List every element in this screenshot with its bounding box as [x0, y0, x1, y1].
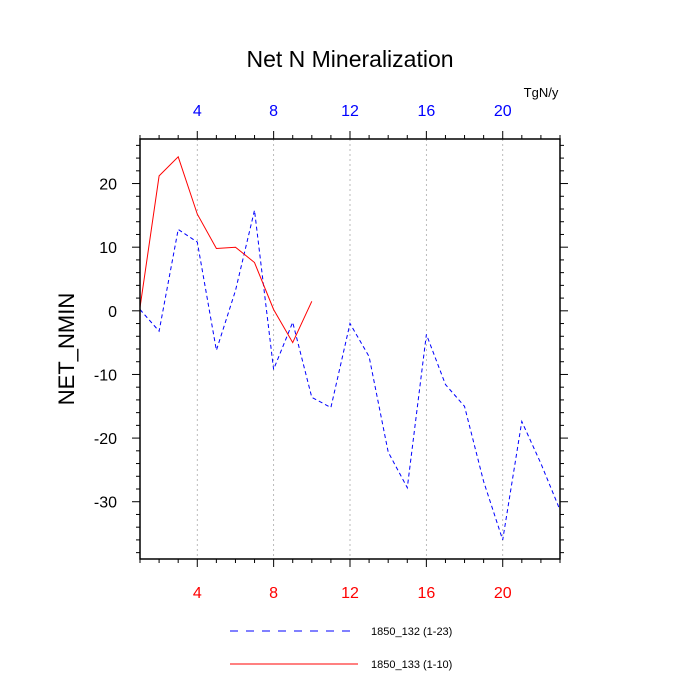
series-line-2	[139, 155, 313, 344]
y-tick-label: -10	[94, 367, 117, 384]
x-tick-label-top: 20	[494, 103, 512, 120]
y-tick-label: 0	[108, 304, 117, 321]
grid	[196, 139, 504, 559]
series-line-1	[139, 210, 561, 541]
y-tick-label: -20	[94, 431, 117, 448]
y-tick-label: 20	[99, 177, 117, 194]
legend-label-2: 1850_133 (1-10)	[371, 659, 452, 671]
x-tick-label-bottom: 16	[417, 585, 435, 602]
x-tick-label-top: 16	[417, 103, 435, 120]
x-tick-label-bottom: 4	[193, 585, 202, 602]
units-label: TgN/y	[524, 85, 559, 100]
chart-title: Net N Mineralization	[246, 46, 453, 72]
axis-tick-labels: 4 4 8 8 12 12 16 16 20 20 20 10 0 -10 -20 -30	[94, 103, 512, 602]
x-tick-label-top: 4	[193, 103, 202, 120]
axis-ticks	[132, 131, 568, 567]
y-tick-label: 10	[99, 240, 117, 257]
x-tick-label-bottom: 20	[494, 585, 512, 602]
legend-label-1: 1850_132 (1-23)	[371, 626, 452, 638]
x-tick-label-bottom: 12	[341, 585, 359, 602]
legend: 1850_132 (1-23) 1850_133 (1-10)	[230, 626, 452, 671]
y-tick-label: -30	[94, 495, 117, 512]
x-tick-label-top: 12	[341, 103, 359, 120]
series-layer	[139, 155, 561, 541]
y-axis-label: NET_NMIN	[54, 293, 79, 405]
x-tick-label-top: 8	[269, 103, 278, 120]
x-tick-label-bottom: 8	[269, 585, 278, 602]
